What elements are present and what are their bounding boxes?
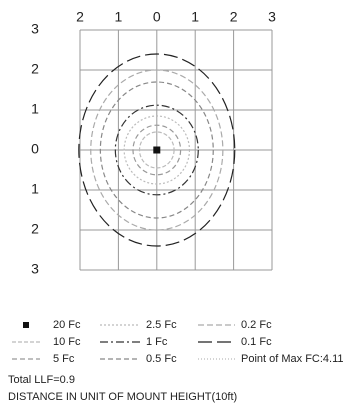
isoline: [78, 53, 236, 247]
y-tick-label: 2: [31, 61, 39, 77]
x-tick-label: 3: [268, 9, 276, 25]
y-tick-label: 1: [31, 181, 39, 197]
isoline: [123, 115, 191, 185]
x-tick-label: 2: [76, 9, 84, 25]
note: DISTANCE IN UNIT OF MOUNT HEIGHT(10ft): [8, 391, 237, 403]
legend-label: 5 Fc: [53, 353, 75, 365]
isoline: [99, 81, 214, 219]
legend-label: 0.1 Fc: [241, 336, 272, 348]
legend-label: 0.5 Fc: [146, 353, 177, 365]
legend-label: 20 Fc: [53, 319, 81, 331]
isoline: [114, 104, 199, 196]
y-tick-label: 2: [31, 221, 39, 237]
legend-label: 2.5 Fc: [146, 319, 177, 331]
x-tick-label: 1: [115, 9, 123, 25]
legend-label: 10 Fc: [53, 336, 81, 348]
legend-label: 1 Fc: [146, 336, 168, 348]
x-tick-label: 2: [230, 9, 238, 25]
max-point: [153, 146, 161, 154]
legend-label: 0.2 Fc: [241, 319, 272, 331]
y-tick-label: 3: [31, 261, 39, 277]
isoline: [90, 69, 224, 231]
note: Total LLF=0.9: [8, 374, 75, 386]
legend-label: Point of Max FC:4.11: [241, 353, 344, 365]
y-tick-label: 0: [31, 141, 39, 157]
x-tick-label: 0: [153, 9, 161, 25]
x-tick-label: 1: [191, 9, 199, 25]
y-tick-label: 3: [31, 21, 39, 37]
isoline: [138, 131, 175, 169]
legend-marker: [23, 322, 29, 328]
y-tick-label: 1: [31, 101, 39, 117]
isoline: [132, 124, 182, 176]
